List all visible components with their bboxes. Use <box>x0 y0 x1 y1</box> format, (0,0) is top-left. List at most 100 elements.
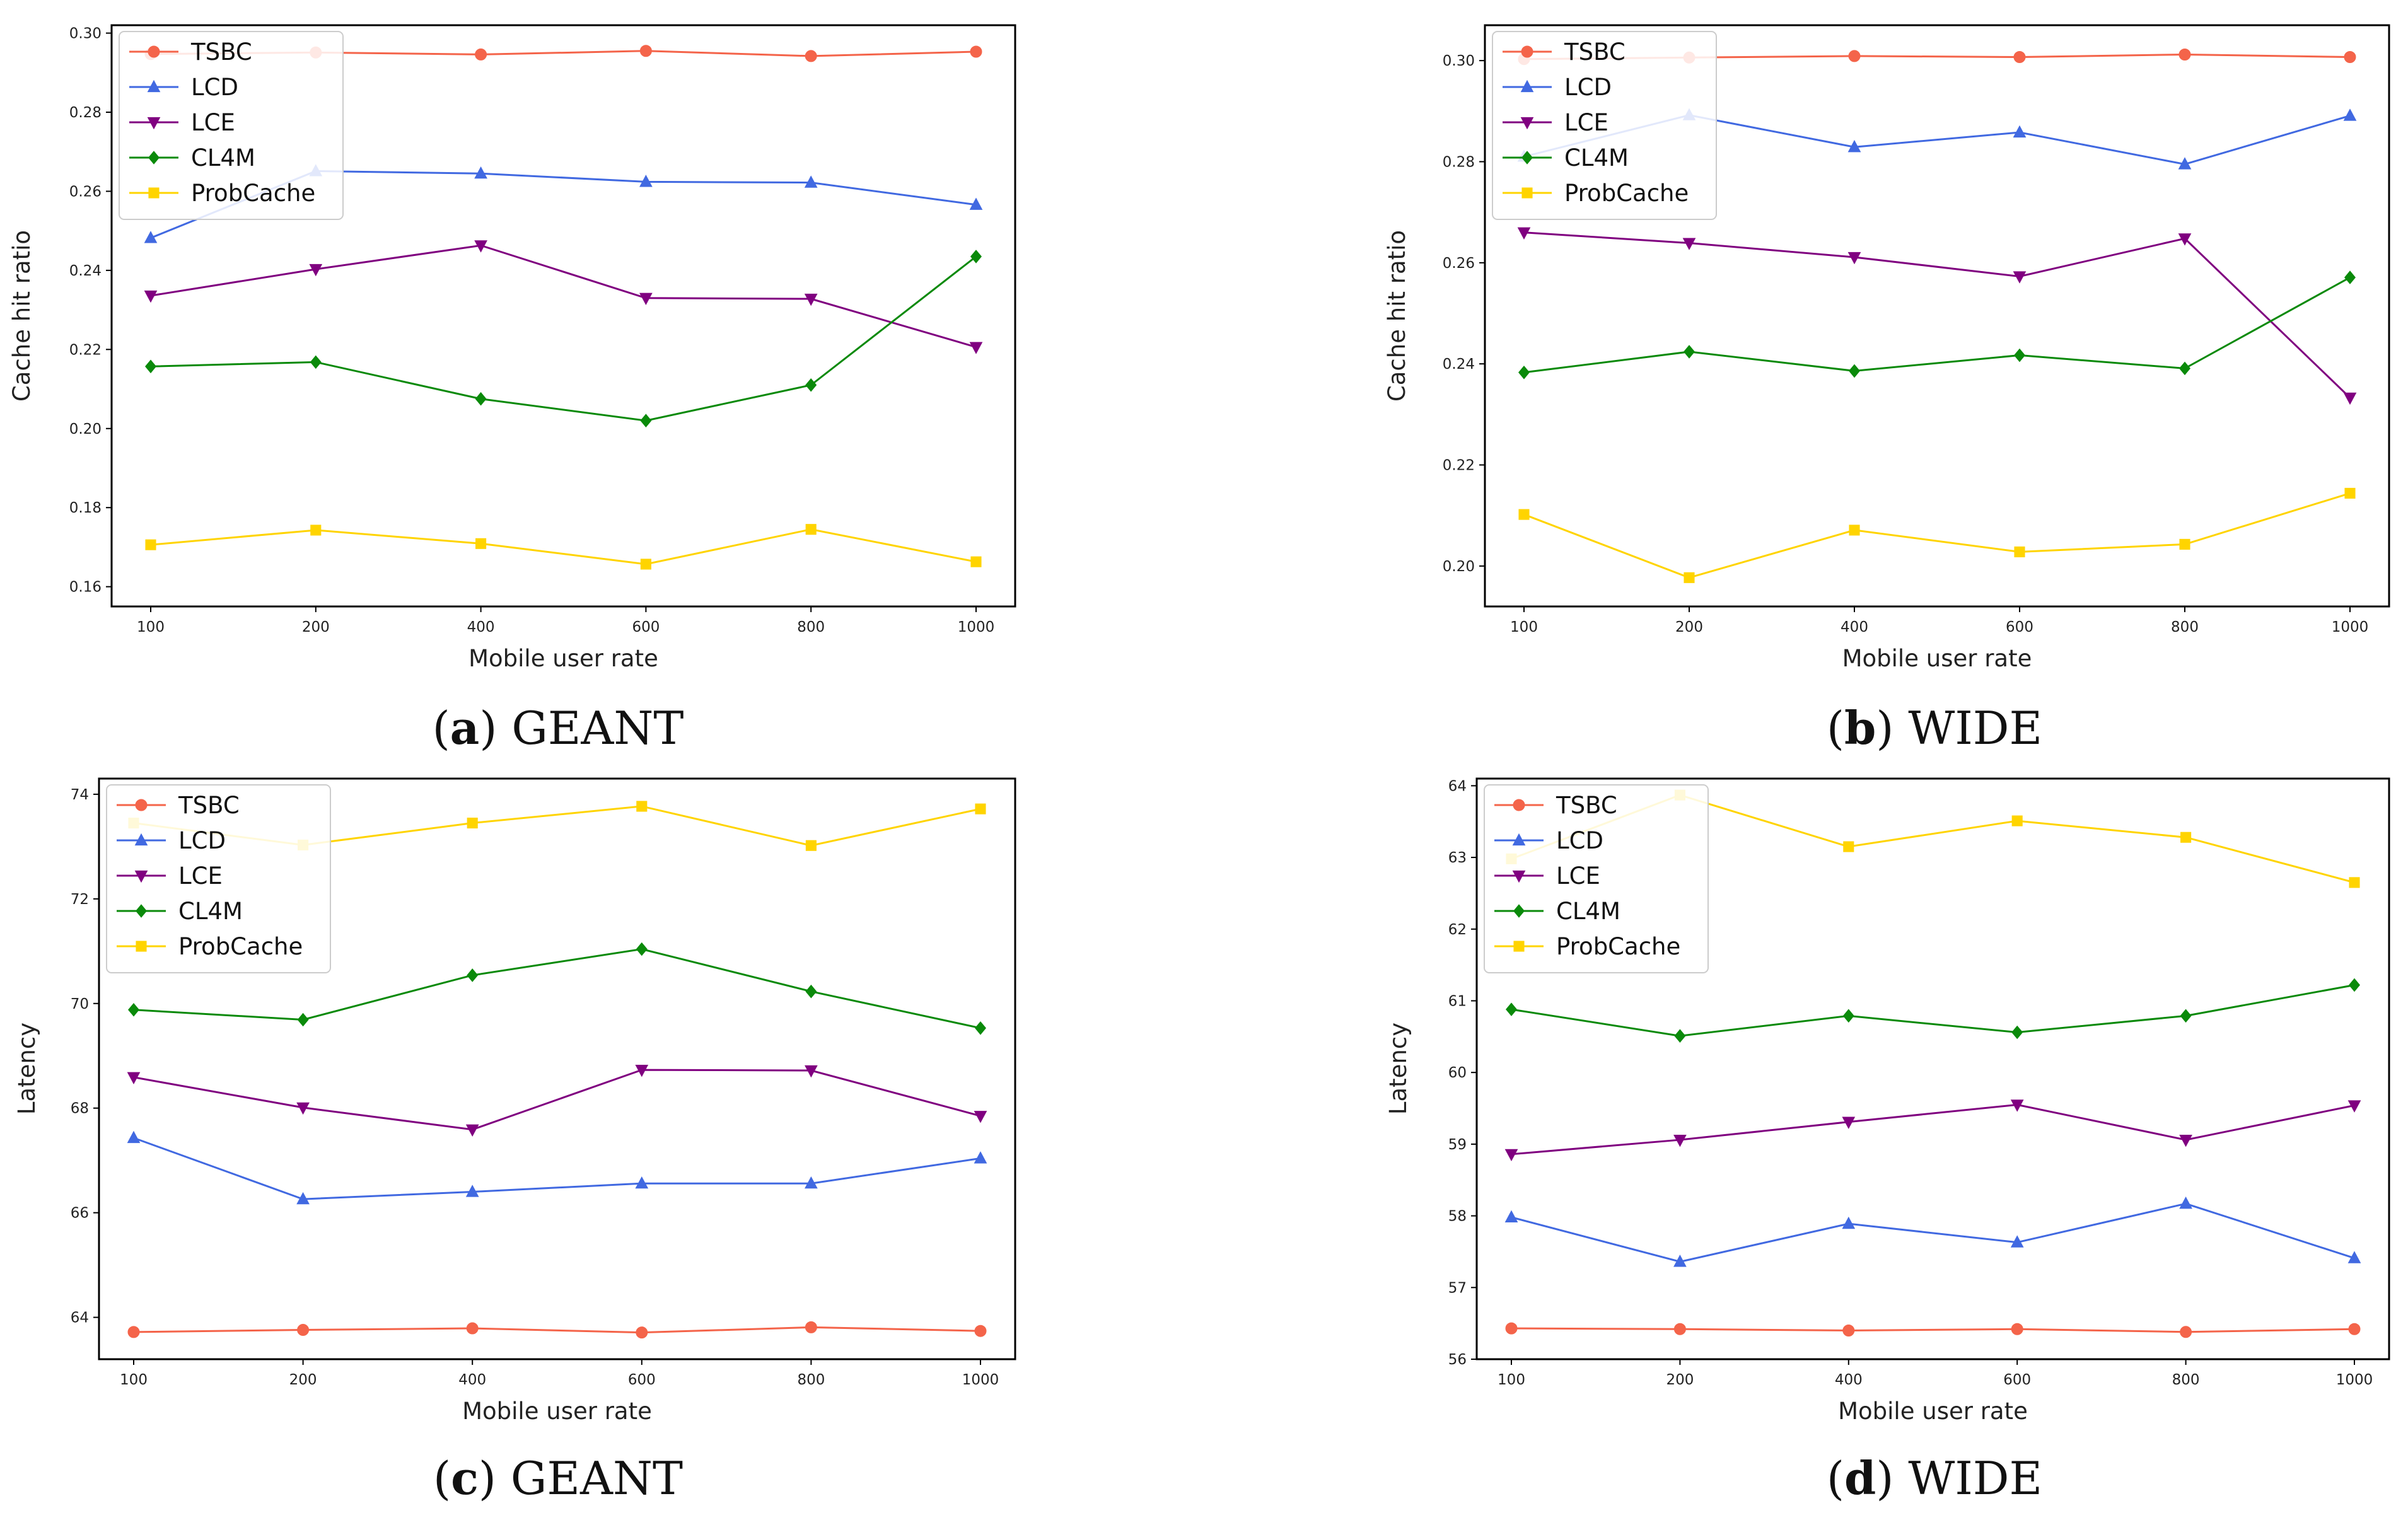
y-tick-label: 0.24 <box>1443 356 1475 373</box>
chart-panel-a: 0.16 0.18 0.20 0.22 0.24 0.26 0.28 0.30 100 200 40… <box>8 24 1016 755</box>
legend-box <box>119 31 344 220</box>
legend-box <box>106 784 331 973</box>
data-point-lcd <box>2178 157 2192 170</box>
x-tick-label: 600 <box>2006 619 2033 635</box>
data-point-cl4m <box>2179 361 2190 376</box>
legend-marker-tsbc <box>148 45 160 58</box>
data-point-probcache <box>975 803 986 815</box>
data-point-tsbc <box>2011 1323 2023 1335</box>
legend-marker-probcache <box>1513 941 1525 952</box>
legend-marker-lce <box>1520 117 1534 130</box>
series-line-cl4m <box>1511 983 2355 1037</box>
data-point-cl4m <box>310 355 322 369</box>
data-point-lce <box>2179 1134 2192 1147</box>
data-point-lce <box>474 240 487 253</box>
data-point-tsbc <box>1848 50 1861 62</box>
y-tick-label: 0.22 <box>1443 458 1475 474</box>
x-tick-label: 200 <box>289 1372 317 1388</box>
data-point-cl4m <box>636 942 648 956</box>
chart-panel-d: 56 57 58 59 60 61 62 63 64 100 200 400 600 800 1000 Mob… <box>1385 777 2390 1505</box>
legend-marker-tsbc <box>1521 45 1533 58</box>
caption-paren-open: ( <box>433 1452 451 1505</box>
data-point-lcd <box>127 1130 141 1144</box>
data-point-lcd <box>635 1176 649 1189</box>
legend-label-cl4m: CL4M <box>191 144 255 171</box>
data-point-tsbc <box>2178 49 2191 61</box>
series-cl4m <box>128 942 986 1035</box>
legend-label-probcache: ProbCache <box>178 933 303 960</box>
caption-paren-open: ( <box>433 702 450 755</box>
y-tick-label: 0.30 <box>1443 53 1475 69</box>
caption-network: WIDE <box>1908 1452 2042 1505</box>
data-point-tsbc <box>1673 1323 1686 1335</box>
series-lce <box>127 1065 987 1137</box>
data-point-probcache <box>1843 841 1854 852</box>
data-point-cl4m <box>1684 345 1695 359</box>
y-tick-label: 0.26 <box>1443 255 1475 272</box>
data-point-lcd <box>804 175 818 188</box>
caption-paren-close: ) <box>1876 1452 1908 1505</box>
legend: TSBC LCD LCE CL4M ProbCache <box>119 31 344 220</box>
chart-panels: 0.16 0.18 0.20 0.22 0.24 0.26 0.28 0.30 100 200 40… <box>8 24 2390 1505</box>
series-probcache <box>145 524 982 570</box>
legend: TSBC LCD LCE CL4M ProbCache <box>106 784 331 973</box>
caption-network: WIDE <box>1908 702 2042 755</box>
x-tick-label: 600 <box>632 619 660 635</box>
data-point-lcd <box>2179 1197 2192 1209</box>
data-point-lcd <box>969 197 983 210</box>
data-point-cl4m <box>2180 1009 2192 1023</box>
caption-letter: d <box>1844 1451 1876 1505</box>
y-tick-label: 60 <box>1448 1065 1467 1081</box>
series-tsbc <box>127 1321 987 1339</box>
data-point-tsbc <box>2348 1323 2361 1335</box>
x-tick-label: 200 <box>1666 1372 1694 1388</box>
data-point-tsbc <box>970 45 982 58</box>
y-tick-label: 64 <box>71 1310 89 1326</box>
x-tick-label: 600 <box>628 1372 656 1388</box>
data-point-probcache <box>467 817 478 829</box>
x-tick-label: 400 <box>1835 1372 1863 1388</box>
y-tick-label: 59 <box>1448 1137 1467 1153</box>
legend-label-tsbc: TSBC <box>178 792 240 819</box>
y-tick-label: 0.22 <box>69 342 102 358</box>
x-axis-label: Mobile user rate <box>462 1398 652 1425</box>
y-tick-label: 0.20 <box>69 421 102 438</box>
data-point-lcd <box>2010 1235 2024 1248</box>
data-point-probcache <box>636 801 648 812</box>
legend-label-probcache: ProbCache <box>191 180 315 207</box>
data-point-probcache <box>1684 572 1695 583</box>
legend-marker-cl4m <box>1513 904 1525 918</box>
panel-caption: (d) WIDE <box>1827 1451 2042 1505</box>
data-point-cl4m <box>970 250 982 264</box>
data-point-cl4m <box>467 968 479 982</box>
data-point-lcd <box>1504 1210 1518 1222</box>
x-axis-label: Mobile user rate <box>1842 645 2032 672</box>
data-point-lce <box>974 1111 987 1123</box>
caption-letter: a <box>450 701 480 755</box>
data-point-tsbc <box>475 48 487 61</box>
data-point-cl4m <box>145 359 156 374</box>
y-tick-label: 0.18 <box>69 500 102 516</box>
y-tick-label: 56 <box>1448 1352 1467 1368</box>
series-lce <box>1517 227 2357 405</box>
legend-marker-probcache <box>1521 187 1533 199</box>
x-tick-label: 1000 <box>2332 619 2369 635</box>
data-point-probcache <box>475 538 487 549</box>
data-point-lcd <box>2347 1251 2361 1263</box>
x-tick-label: 800 <box>2172 1372 2200 1388</box>
data-point-probcache <box>1849 525 1860 536</box>
data-point-lce <box>2013 271 2027 284</box>
series-line-lcd <box>133 1137 981 1200</box>
chart-panel-c: 64 66 68 70 72 74 100 200 400 600 800 1000 Mobile us… <box>13 777 1016 1505</box>
data-point-tsbc <box>466 1322 479 1335</box>
data-point-probcache <box>1518 509 1530 520</box>
data-point-cl4m <box>805 984 817 999</box>
data-point-lce <box>1842 1116 1856 1129</box>
data-point-cl4m <box>2349 978 2360 992</box>
y-tick-label: 57 <box>1448 1280 1467 1296</box>
legend-label-lce: LCE <box>178 862 223 890</box>
x-tick-label: 800 <box>797 619 825 635</box>
chart-panel-b: 0.20 0.22 0.24 0.26 0.28 0.30 100 200 400 600 800 1… <box>1383 24 2390 755</box>
data-point-tsbc <box>636 1326 648 1339</box>
legend-marker-lce <box>134 870 148 883</box>
